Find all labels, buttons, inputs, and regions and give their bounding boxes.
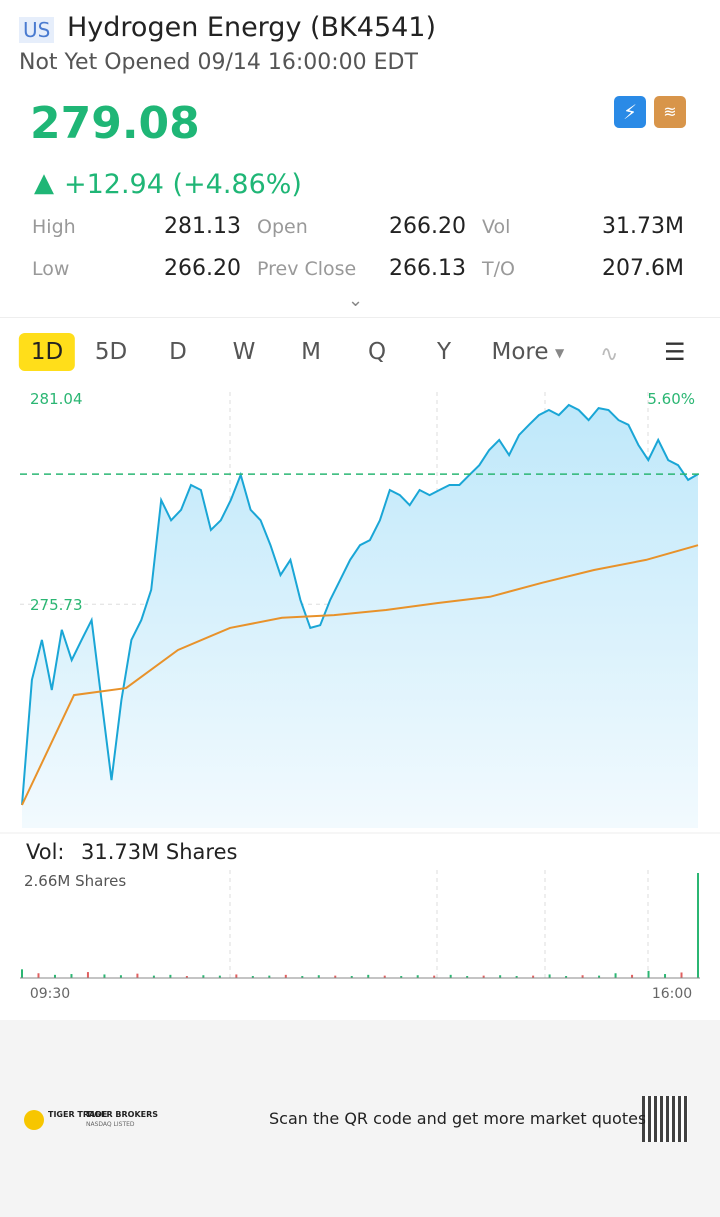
volume-bar: [86, 972, 89, 978]
volume-bar: [482, 975, 485, 978]
volume-bar: [680, 972, 683, 978]
stat-value: 266.13: [389, 256, 466, 281]
indicator-icon[interactable]: ∿: [600, 342, 619, 367]
price: 279.08: [30, 98, 200, 149]
volume-bar: [235, 974, 238, 978]
volume-bar: [449, 974, 452, 978]
volume-bar: [367, 974, 370, 978]
volume-bar: [532, 975, 535, 978]
quote-card: US Hydrogen Energy (BK4541) Not Yet Open…: [0, 0, 720, 1020]
broker: TIGER BROKERS: [86, 1110, 159, 1119]
volume-bar: [697, 873, 699, 978]
volume-bar: [499, 975, 502, 978]
volume-tick-label: 2.66M Shares: [24, 872, 126, 890]
logo: [24, 1110, 44, 1130]
tab[interactable]: W: [232, 339, 256, 365]
footer-text: Scan the QR code and get more market quo…: [269, 1109, 647, 1128]
stat-label: Prev Close: [257, 258, 357, 280]
volume-bar: [53, 974, 56, 978]
status: Not Yet Opened 09/14 16:00:00 EDT: [19, 50, 418, 75]
stat-label: Open: [257, 216, 308, 238]
volume-bar: [400, 976, 403, 978]
brand: TIGER TRADE: [48, 1110, 108, 1119]
volume-bar: [185, 976, 188, 978]
expand-arrow[interactable]: ⌄: [348, 290, 364, 311]
volume-bar: [433, 975, 436, 978]
volume-bar: [251, 976, 254, 978]
volume-bar: [169, 974, 172, 978]
chart: Vol: 31.73M Shares 270.43275.73281.041.6…: [0, 390, 720, 1002]
volume-bar: [202, 975, 205, 978]
volume-bar: [664, 974, 667, 978]
y-tick-label: 281.04: [30, 390, 83, 408]
volume-bar: [152, 975, 155, 978]
volume-bar: [466, 976, 469, 978]
tab[interactable]: D: [169, 339, 187, 365]
volume-bar: [383, 975, 386, 978]
stat-label: T/O: [482, 258, 515, 280]
stat-value: 281.13: [164, 214, 241, 239]
volume-bar: [21, 969, 23, 978]
tab[interactable]: Q: [367, 339, 387, 365]
volume-bar: [647, 970, 650, 978]
volume-total: 31.73M Shares: [81, 840, 237, 864]
icon-layers[interactable]: ≋: [654, 96, 686, 128]
volume-bar: [598, 975, 601, 978]
tab[interactable]: Y: [436, 339, 452, 365]
divider: [0, 317, 720, 318]
volume-bar: [631, 974, 634, 978]
volume-label: Vol:: [26, 840, 65, 864]
volume-bar: [317, 975, 320, 978]
volume-bar: [350, 976, 353, 978]
volume-bar: [37, 973, 40, 978]
price-area: [22, 405, 698, 828]
y2-tick-label: 5.60%: [647, 390, 695, 408]
tab[interactable]: 5D: [94, 339, 128, 365]
tab[interactable]: M: [301, 339, 321, 365]
stat-value: 207.6M: [602, 256, 684, 281]
series-line: [21, 544, 699, 806]
volume-bar: [284, 974, 287, 978]
y-tick-label: 275.73: [30, 596, 83, 614]
stat-value: 31.73M: [602, 214, 684, 239]
stat-value: 266.20: [164, 256, 241, 281]
tab[interactable]: 1D: [18, 333, 76, 371]
stat-value: 266.20: [389, 214, 466, 239]
volume-bar: [136, 973, 139, 978]
volume-bar: [301, 976, 304, 978]
volume-bar: [268, 975, 271, 978]
stat-label: Vol: [482, 216, 511, 238]
change-arrow: ▲: [34, 168, 54, 198]
tab[interactable]: More: [491, 339, 549, 365]
stat-label: Low: [32, 258, 70, 280]
stat-label: High: [32, 216, 76, 238]
market-badge: US: [19, 17, 55, 43]
change: +12.94 (+4.86%): [64, 169, 302, 200]
series-line: [21, 403, 699, 806]
title: Hydrogen Energy (BK4541): [67, 12, 437, 43]
volume-bar: [581, 975, 584, 978]
icon-flash[interactable]: ⚡: [614, 96, 646, 128]
qr-code: [642, 1096, 688, 1142]
x-tick-label: 09:30: [30, 986, 70, 1002]
volume-bar: [119, 975, 122, 978]
volume-bar: [416, 975, 419, 978]
listed: NASDAQ LISTED: [86, 1121, 135, 1128]
settings-icon[interactable]: ☰: [664, 338, 686, 366]
volume-bar: [218, 975, 221, 978]
volume-bar: [103, 974, 106, 978]
x-tick-label: 16:00: [652, 986, 692, 1002]
volume-bar: [334, 975, 337, 978]
volume-bar: [548, 974, 551, 978]
volume-bar: [614, 973, 617, 978]
volume-bar: [565, 976, 568, 978]
volume-bar: [70, 974, 73, 978]
volume-bar: [515, 976, 518, 978]
dropdown-arrow: ▼: [555, 346, 565, 360]
